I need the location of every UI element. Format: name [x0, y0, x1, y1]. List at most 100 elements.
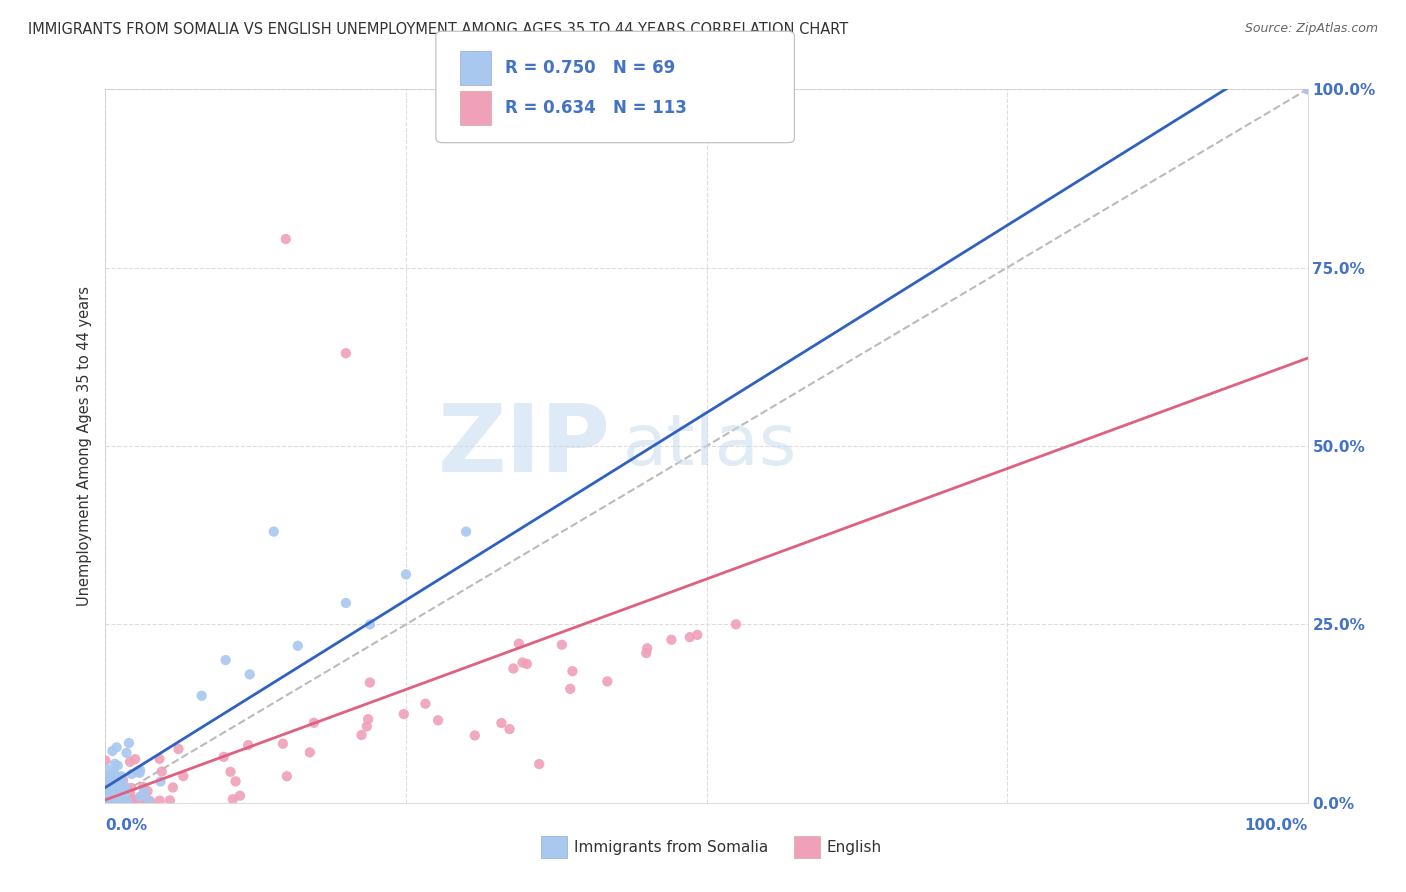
Point: [263, 524, 285, 539]
Point: [276, 769, 298, 783]
Point: [114, 785, 136, 799]
Point: [529, 757, 551, 772]
Point: [98, 789, 121, 804]
Point: [512, 656, 534, 670]
Point: [122, 792, 145, 806]
Point: [107, 758, 129, 772]
Point: [96, 772, 118, 786]
Point: [98, 790, 121, 805]
Point: [105, 789, 128, 803]
Point: [127, 792, 149, 806]
Point: [103, 789, 125, 804]
Point: [104, 793, 127, 807]
Point: [659, 632, 682, 647]
Point: [103, 772, 125, 786]
Point: [120, 780, 142, 795]
Point: [114, 794, 136, 808]
Point: [679, 630, 702, 644]
Point: [96, 762, 118, 776]
Point: [107, 784, 129, 798]
Point: [561, 664, 583, 678]
Point: [1296, 82, 1319, 96]
Point: [271, 737, 294, 751]
Point: [120, 755, 142, 769]
Point: [491, 716, 513, 731]
Text: IMMIGRANTS FROM SOMALIA VS ENGLISH UNEMPLOYMENT AMONG AGES 35 TO 44 YEARS CORREL: IMMIGRANTS FROM SOMALIA VS ENGLISH UNEMP…: [28, 22, 848, 37]
Point: [96, 769, 118, 783]
Point: [100, 767, 122, 781]
Point: [149, 774, 172, 789]
Point: [129, 763, 152, 777]
Point: [108, 786, 131, 800]
Point: [104, 785, 127, 799]
Point: [105, 786, 128, 800]
Point: [335, 346, 357, 360]
Point: [134, 795, 156, 809]
Point: [551, 638, 574, 652]
Point: [229, 789, 252, 803]
Point: [724, 617, 747, 632]
Point: [97, 777, 120, 791]
Point: [239, 667, 262, 681]
Point: [159, 793, 181, 807]
Point: [94, 772, 117, 786]
Text: Source: ZipAtlas.com: Source: ZipAtlas.com: [1244, 22, 1378, 36]
Point: [596, 674, 619, 689]
Point: [118, 736, 141, 750]
Point: [100, 787, 122, 801]
Point: [103, 784, 125, 798]
Point: [110, 782, 132, 797]
Point: [97, 781, 120, 796]
Point: [136, 784, 159, 798]
Point: [94, 795, 117, 809]
Point: [114, 794, 136, 808]
Point: [516, 657, 538, 671]
Point: [395, 567, 418, 582]
Text: R = 0.750   N = 69: R = 0.750 N = 69: [505, 59, 675, 77]
Point: [214, 653, 236, 667]
Text: ZIP: ZIP: [437, 400, 610, 492]
Point: [121, 792, 143, 806]
Point: [502, 661, 524, 675]
Point: [131, 793, 153, 807]
Point: [97, 772, 120, 787]
Point: [103, 765, 125, 780]
Point: [498, 722, 520, 736]
Point: [115, 746, 138, 760]
Point: [111, 791, 134, 805]
Point: [105, 793, 128, 807]
Point: [117, 789, 139, 804]
Point: [112, 773, 135, 788]
Point: [148, 752, 170, 766]
Point: [121, 767, 143, 781]
Point: [103, 767, 125, 781]
Point: [103, 790, 125, 805]
Point: [101, 794, 124, 808]
Point: [132, 780, 155, 794]
Point: [103, 776, 125, 790]
Point: [359, 675, 381, 690]
Point: [101, 744, 124, 758]
Point: [356, 719, 378, 733]
Point: [98, 783, 121, 797]
Point: [357, 712, 380, 726]
Point: [117, 794, 139, 808]
Point: [96, 792, 118, 806]
Point: [172, 769, 194, 783]
Point: [350, 728, 373, 742]
Point: [104, 756, 127, 771]
Point: [100, 778, 122, 792]
Point: [112, 796, 135, 810]
Text: atlas: atlas: [623, 411, 797, 481]
Point: [100, 791, 122, 805]
Point: [101, 788, 124, 802]
Point: [110, 769, 132, 783]
Point: [97, 793, 120, 807]
Point: [94, 794, 117, 808]
Point: [464, 729, 486, 743]
Point: [97, 786, 120, 800]
Point: [335, 596, 357, 610]
Point: [98, 789, 121, 803]
Point: [96, 792, 118, 806]
Point: [454, 524, 477, 539]
